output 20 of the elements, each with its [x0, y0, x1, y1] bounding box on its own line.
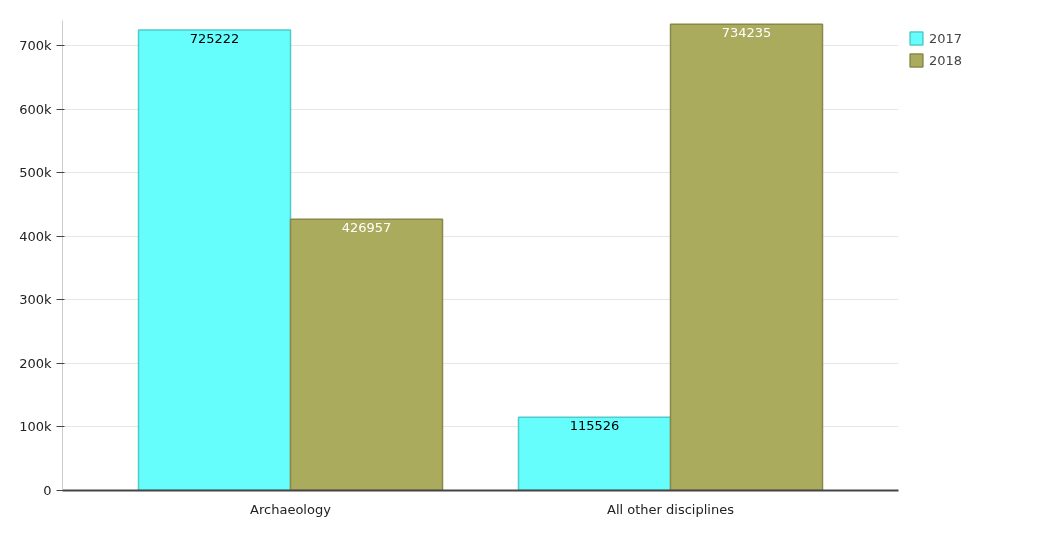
bar: [137, 29, 292, 491]
y-tick-label: 700k: [19, 38, 52, 54]
data-label: 725222: [189, 30, 240, 46]
legend-label: 2018: [929, 52, 963, 68]
y-tick-label: 400k: [19, 228, 52, 244]
legend-label: 2017: [929, 30, 963, 46]
y-tick-label: 100k: [19, 419, 52, 435]
bar: [517, 416, 672, 491]
y-tick-label: 0: [43, 483, 52, 498]
data-label: 426957: [341, 220, 392, 236]
data-label: 115526: [569, 418, 620, 434]
data-label: 734235: [721, 25, 772, 41]
y-tick-label: 500k: [19, 165, 52, 181]
y-tick-label: 600k: [19, 101, 52, 117]
y-tick-label: 200k: [19, 355, 52, 371]
y-tick-label: 300k: [19, 292, 52, 308]
x-tick-label: Archaeology: [250, 501, 332, 517]
bar: [289, 218, 444, 491]
bar: [669, 23, 824, 491]
x-tick-label: All other disciplines: [607, 501, 735, 517]
